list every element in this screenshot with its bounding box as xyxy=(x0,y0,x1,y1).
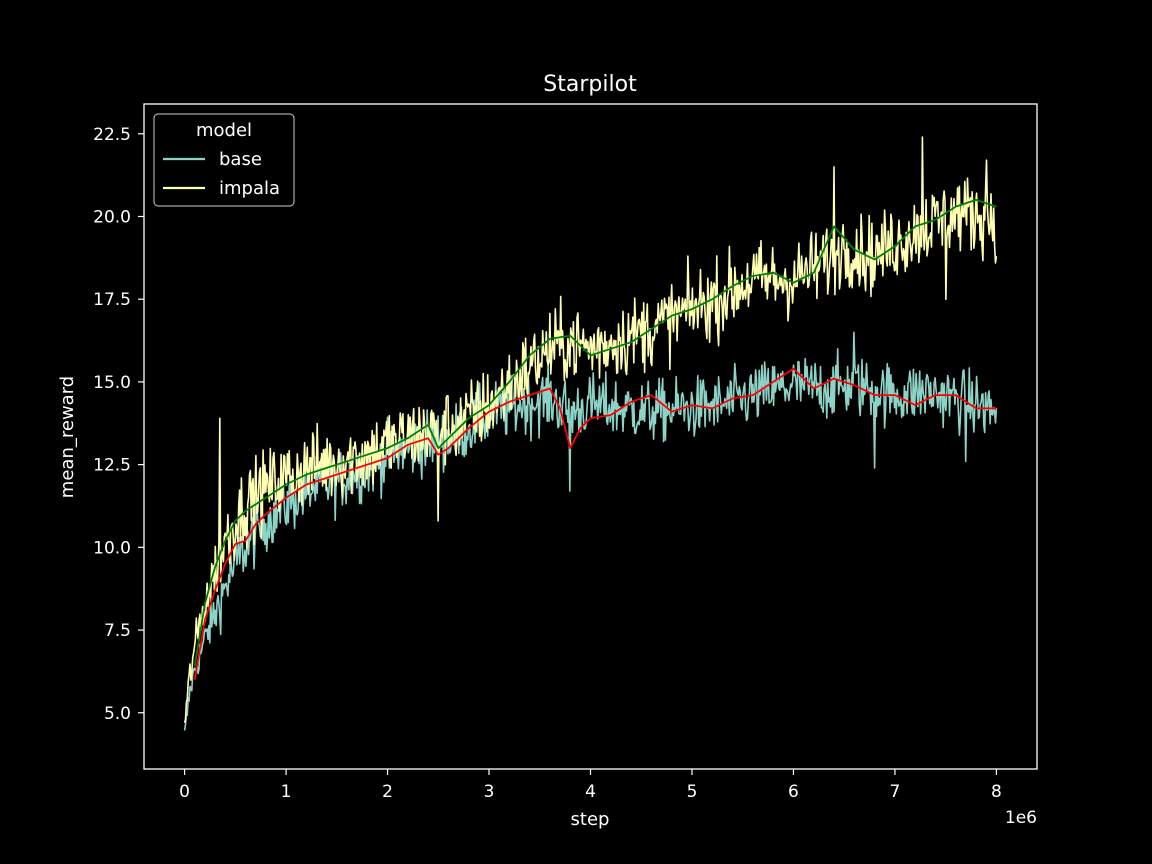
chart-title: Starpilot xyxy=(543,72,637,97)
legend-label-impala: impala xyxy=(219,178,280,199)
y-axis: 5.0 7.5 10.0 12.5 15.0 17.5 20.0 22.5 xyxy=(93,125,144,724)
y-tick-label: 22.5 xyxy=(93,125,131,145)
legend-title: model xyxy=(196,120,252,141)
x-tick-label: 2 xyxy=(382,782,393,802)
x-tick-label: 8 xyxy=(991,782,1002,802)
y-tick-label: 17.5 xyxy=(93,290,131,310)
x-tick-label: 3 xyxy=(484,782,495,802)
x-tick-label: 6 xyxy=(788,782,799,802)
x-tick-label: 1 xyxy=(281,782,292,802)
x-tick-label: 5 xyxy=(687,782,698,802)
y-tick-label: 5.0 xyxy=(104,704,131,724)
series-line-impala xyxy=(183,136,998,723)
legend-label-base: base xyxy=(219,149,262,170)
x-axis: 0 1 2 3 4 5 6 7 8 xyxy=(179,769,1002,802)
series-line-base xyxy=(183,331,998,731)
y-tick-label: 12.5 xyxy=(93,456,131,476)
y-tick-label: 20.0 xyxy=(93,207,131,227)
x-axis-label: step xyxy=(571,809,610,830)
y-tick-label: 7.5 xyxy=(104,621,131,641)
y-axis-label: mean_reward xyxy=(57,376,78,498)
series-layer xyxy=(183,136,998,731)
y-tick-label: 15.0 xyxy=(93,373,131,393)
legend: model base impala xyxy=(153,113,295,207)
series-line-green-smoothed xyxy=(193,199,997,667)
x-tick-label: 7 xyxy=(890,782,901,802)
x-axis-offset-text: 1e6 xyxy=(1005,808,1037,828)
y-tick-label: 10.0 xyxy=(93,538,131,558)
legend-box xyxy=(153,113,295,207)
x-tick-label: 0 xyxy=(179,782,190,802)
series-line-red-smoothed xyxy=(193,367,997,680)
x-tick-label: 4 xyxy=(585,782,596,802)
